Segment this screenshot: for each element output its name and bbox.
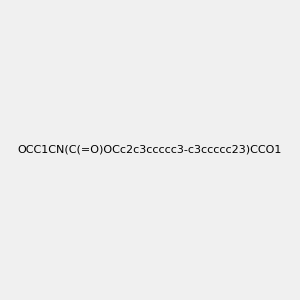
Text: OCC1CN(C(=O)OCc2c3ccccc3-c3ccccc23)CCO1: OCC1CN(C(=O)OCc2c3ccccc3-c3ccccc23)CCO1: [18, 145, 282, 155]
